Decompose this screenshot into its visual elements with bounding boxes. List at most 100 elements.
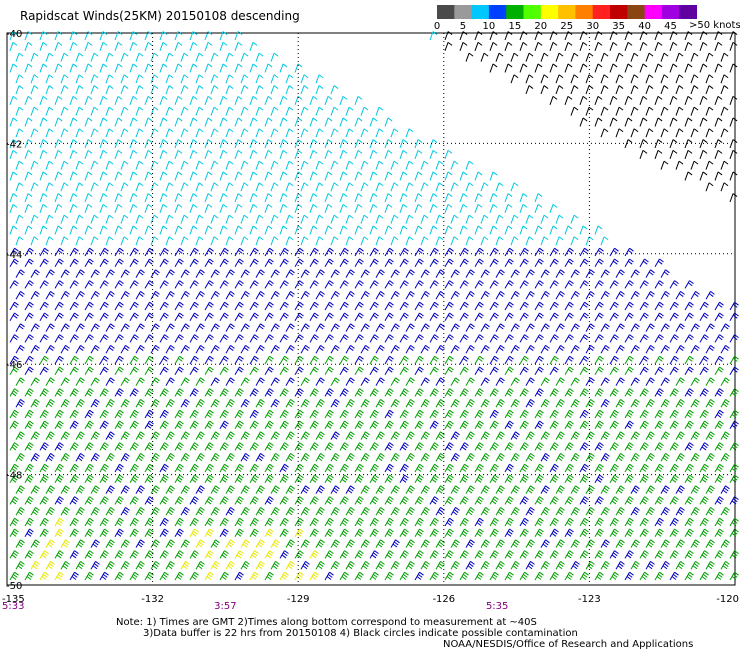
wind-barb bbox=[69, 366, 79, 376]
wind-barb bbox=[204, 388, 214, 397]
wind-barb bbox=[354, 463, 364, 473]
wind-barb bbox=[429, 463, 439, 473]
wind-barb bbox=[324, 409, 334, 419]
wind-barb bbox=[579, 95, 588, 105]
wind-barb bbox=[405, 345, 415, 354]
wind-barb bbox=[174, 171, 183, 181]
wind-barb bbox=[360, 160, 369, 170]
wind-barb bbox=[180, 539, 190, 548]
wind-barb bbox=[144, 463, 154, 473]
wind-barb bbox=[660, 345, 670, 354]
wind-barb bbox=[579, 496, 589, 505]
wind-barb bbox=[579, 474, 589, 484]
wind-barb bbox=[420, 160, 429, 170]
wind-barb bbox=[720, 323, 730, 332]
wind-barb bbox=[249, 463, 259, 473]
wind-barb bbox=[120, 539, 130, 548]
wind-barb bbox=[360, 236, 369, 246]
wind-barb bbox=[450, 291, 460, 300]
wind-barb bbox=[585, 345, 595, 354]
wind-barb bbox=[135, 377, 145, 386]
wind-barb bbox=[129, 193, 138, 203]
wind-barb bbox=[579, 41, 588, 51]
wind-barb bbox=[354, 528, 364, 538]
wind-barb bbox=[204, 474, 214, 484]
wind-barb bbox=[159, 280, 169, 289]
wind-barb bbox=[195, 106, 204, 116]
wind-barb bbox=[534, 247, 544, 257]
wind-barb bbox=[90, 269, 100, 278]
wind-barb bbox=[660, 431, 670, 440]
wind-barb bbox=[525, 399, 535, 408]
wind-barb bbox=[594, 571, 604, 581]
wind-barb bbox=[339, 171, 348, 181]
wind-barb bbox=[339, 334, 349, 343]
wind-barb bbox=[525, 539, 535, 548]
wind-barb bbox=[654, 528, 664, 538]
wind-barb bbox=[579, 366, 589, 376]
wind-barb bbox=[390, 485, 400, 494]
wind-barb bbox=[204, 312, 214, 322]
wind-barb bbox=[324, 366, 334, 376]
wind-barb bbox=[519, 366, 529, 376]
wind-barb bbox=[234, 149, 243, 159]
wind-barb bbox=[609, 517, 619, 527]
wind-barb bbox=[264, 420, 274, 430]
wind-barb bbox=[360, 539, 370, 548]
wind-barb bbox=[729, 193, 738, 203]
time-labels: 5:33 3:57 5:35 bbox=[2, 601, 508, 612]
wind-barb bbox=[180, 561, 190, 570]
longitude-labels: -135 -132 -129 -126 -123 -120 bbox=[2, 594, 739, 605]
wind-barb bbox=[120, 74, 129, 84]
wind-barb bbox=[84, 517, 94, 527]
wind-barb bbox=[690, 377, 700, 386]
wind-barb bbox=[654, 496, 664, 505]
wind-barb bbox=[609, 117, 618, 127]
wind-barb bbox=[414, 258, 424, 268]
wind-barb bbox=[219, 301, 229, 311]
wind-barb bbox=[669, 528, 679, 538]
wind-barb bbox=[450, 214, 459, 224]
wind-barb bbox=[339, 225, 348, 235]
wind-barb bbox=[150, 345, 160, 354]
wind-barb bbox=[240, 128, 249, 138]
wind-barb bbox=[354, 95, 363, 105]
wind-barb bbox=[645, 539, 655, 548]
wind-barb bbox=[195, 345, 205, 354]
wind-barb bbox=[264, 149, 273, 159]
wind-barb bbox=[399, 517, 409, 527]
wind-barb bbox=[390, 323, 400, 332]
wind-barb bbox=[24, 312, 34, 322]
wind-barb bbox=[504, 258, 514, 268]
wind-barb bbox=[294, 280, 304, 289]
wind-barb bbox=[459, 280, 469, 289]
wind-barb bbox=[615, 106, 624, 116]
wind-barb bbox=[519, 193, 528, 203]
wind-barb bbox=[630, 74, 639, 84]
wind-barb bbox=[24, 442, 34, 451]
wind-barb bbox=[594, 496, 604, 505]
wind-barb bbox=[84, 301, 94, 311]
wind-barb bbox=[375, 128, 384, 138]
wind-barb bbox=[39, 517, 49, 527]
wind-barb bbox=[639, 517, 649, 527]
wind-barb bbox=[729, 517, 739, 527]
wind-barb bbox=[705, 485, 715, 494]
wind-barb bbox=[189, 149, 198, 159]
wind-barb bbox=[240, 323, 250, 332]
wind-barb bbox=[729, 312, 739, 322]
wind-barb bbox=[45, 485, 55, 494]
wind-barb bbox=[369, 301, 379, 311]
wind-barb bbox=[345, 182, 354, 192]
wind-barb bbox=[99, 517, 109, 527]
wind-barb bbox=[510, 182, 519, 192]
wind-barb bbox=[99, 474, 109, 484]
wind-barb bbox=[99, 117, 108, 127]
wind-barb bbox=[474, 171, 483, 181]
wind-barb bbox=[150, 269, 160, 278]
wind-barb bbox=[30, 323, 40, 332]
wind-barb bbox=[45, 399, 55, 408]
wind-barb bbox=[564, 409, 574, 419]
wind-barb bbox=[615, 269, 625, 278]
wind-barb bbox=[429, 301, 439, 311]
